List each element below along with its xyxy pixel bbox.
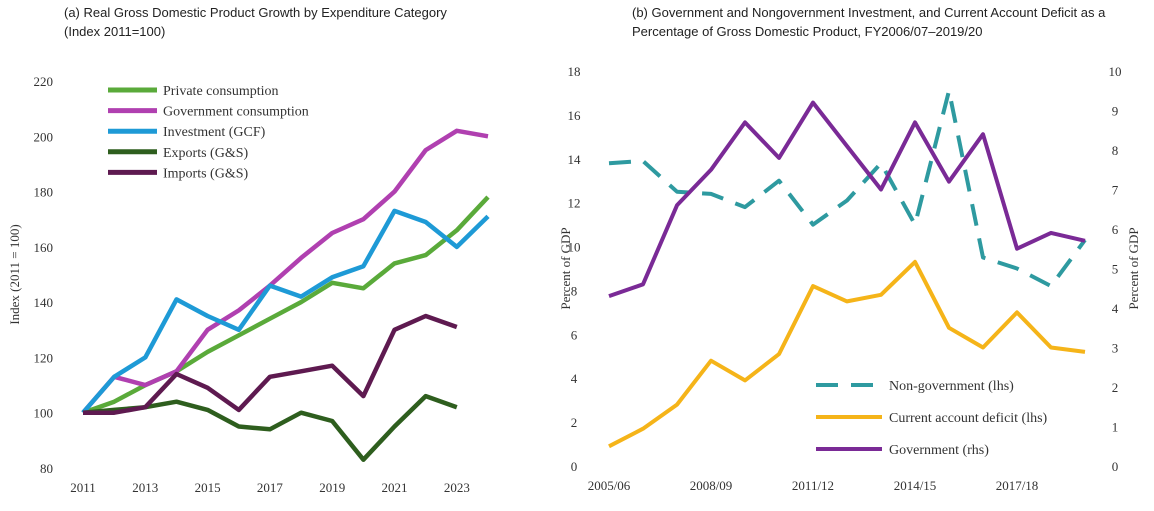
panel-b-x-tick-label: 2005/06 bbox=[588, 478, 631, 493]
series-line-government-rhs bbox=[608, 100, 1086, 298]
panel-b-right-tick-label: 5 bbox=[1112, 262, 1119, 277]
panel-a-y-tick-label: 120 bbox=[34, 350, 54, 365]
panel-b-x-tick-label: 2008/09 bbox=[690, 478, 733, 493]
panel-b-left-tick-label: 8 bbox=[571, 283, 578, 298]
legend-label-government-rhs: Government (rhs) bbox=[889, 443, 989, 458]
panel-a-y-tick-label: 160 bbox=[34, 240, 54, 255]
panel-b-x-tick-label: 2014/15 bbox=[894, 478, 937, 493]
panel-b-left-tick-label: 2 bbox=[571, 415, 578, 430]
panel-b-left-tick-label: 14 bbox=[568, 152, 582, 167]
panel-a-x-tick-label: 2019 bbox=[319, 480, 345, 495]
panel-b-left-tick-label: 6 bbox=[571, 327, 578, 342]
panel-b-left-axis-label: Percent of GDP bbox=[558, 227, 573, 309]
legend-label-investment-gcf: Investment (GCF) bbox=[163, 125, 266, 140]
panel-b-left-tick-label: 4 bbox=[571, 371, 578, 386]
legend-label-private-consumption: Private consumption bbox=[163, 84, 279, 99]
panel-b-x-tick-label: 2011/12 bbox=[792, 478, 834, 493]
legend-label-exports-g-s: Exports (G&S) bbox=[163, 146, 249, 161]
panel-b-left-tick-label: 0 bbox=[571, 459, 578, 474]
panel-a-x-tick-label: 2011 bbox=[70, 480, 96, 495]
panel-a-y-tick-label: 200 bbox=[34, 129, 54, 144]
series-line-investment-gcf bbox=[81, 208, 490, 415]
panel-a-y-tick-label: 100 bbox=[34, 406, 54, 421]
panel-b-right-axis-label: Percent of GDP bbox=[1126, 227, 1141, 309]
panel-a-y-tick-label: 80 bbox=[40, 461, 53, 476]
panel-b-right-tick-label: 8 bbox=[1112, 143, 1119, 158]
panel-b-right-tick-label: 1 bbox=[1112, 420, 1119, 435]
panel-b-x-tick-label: 2017/18 bbox=[996, 478, 1039, 493]
panel-a-x-tick-label: 2013 bbox=[132, 480, 158, 495]
panel-b-right-tick-label: 4 bbox=[1112, 301, 1119, 316]
panel-a-y-tick-label: 180 bbox=[34, 185, 54, 200]
panel-b-right-tick-label: 9 bbox=[1112, 104, 1119, 119]
series-line-current-account-deficit-lhs bbox=[608, 259, 1086, 449]
panel-a-title-text: (a) Real Gross Domestic Product Growth b… bbox=[64, 5, 447, 20]
panel-b-left-tick-label: 18 bbox=[568, 64, 581, 79]
panel-a-y-axis-label: Index (2011 = 100) bbox=[7, 224, 22, 324]
panel-b-right-tick-label: 3 bbox=[1112, 341, 1119, 356]
series-line-exports-g-s bbox=[82, 393, 458, 462]
series-line-imports-g-s bbox=[83, 313, 458, 415]
legend-label-imports-g-s: Imports (G&S) bbox=[163, 166, 249, 181]
legend-label-current-account-deficit-lhs: Current account deficit (lhs) bbox=[889, 411, 1048, 426]
panel-b-left-tick-label: 10 bbox=[568, 240, 581, 255]
panel-b-right-tick-label: 2 bbox=[1112, 380, 1119, 395]
legend-label-non-government-lhs: Non-government (lhs) bbox=[889, 379, 1014, 394]
panel-a-x-tick-label: 2015 bbox=[195, 480, 221, 495]
panel-b-title: (b) Government and Nongovernment Investm… bbox=[632, 5, 1106, 39]
panel-a-subtitle: (Index 2011=100) bbox=[64, 24, 166, 39]
legend-label-government-consumption: Government consumption bbox=[163, 105, 309, 120]
panel-b-right-tick-label: 0 bbox=[1112, 459, 1119, 474]
panel-a-title: (a) Real Gross Domestic Product Growth b… bbox=[64, 3, 534, 41]
panel-a-x-tick-label: 2023 bbox=[444, 480, 470, 495]
panel-b-left-tick-label: 16 bbox=[568, 108, 582, 123]
panel-a-x-tick-label: 2017 bbox=[257, 480, 284, 495]
panel-b-right-tick-label: 6 bbox=[1112, 222, 1119, 237]
panel-a-x-tick-label: 2021 bbox=[382, 480, 408, 495]
panel-b-right-tick-label: 7 bbox=[1112, 183, 1119, 198]
panel-a-y-tick-label: 140 bbox=[34, 295, 54, 310]
panel-b-right-tick-label: 10 bbox=[1109, 64, 1122, 79]
panel-a-y-tick-label: 220 bbox=[34, 74, 54, 89]
panel-b-left-tick-label: 12 bbox=[568, 196, 581, 211]
series-line-private-consumption bbox=[82, 195, 490, 415]
series-line-government-consumption bbox=[81, 128, 489, 415]
series-line-non-government-lhs bbox=[608, 88, 1087, 289]
panel-a-chart: 80 100 120 140 160 180 200 220 2011 2013 2015 2017 2… bbox=[7, 74, 490, 495]
